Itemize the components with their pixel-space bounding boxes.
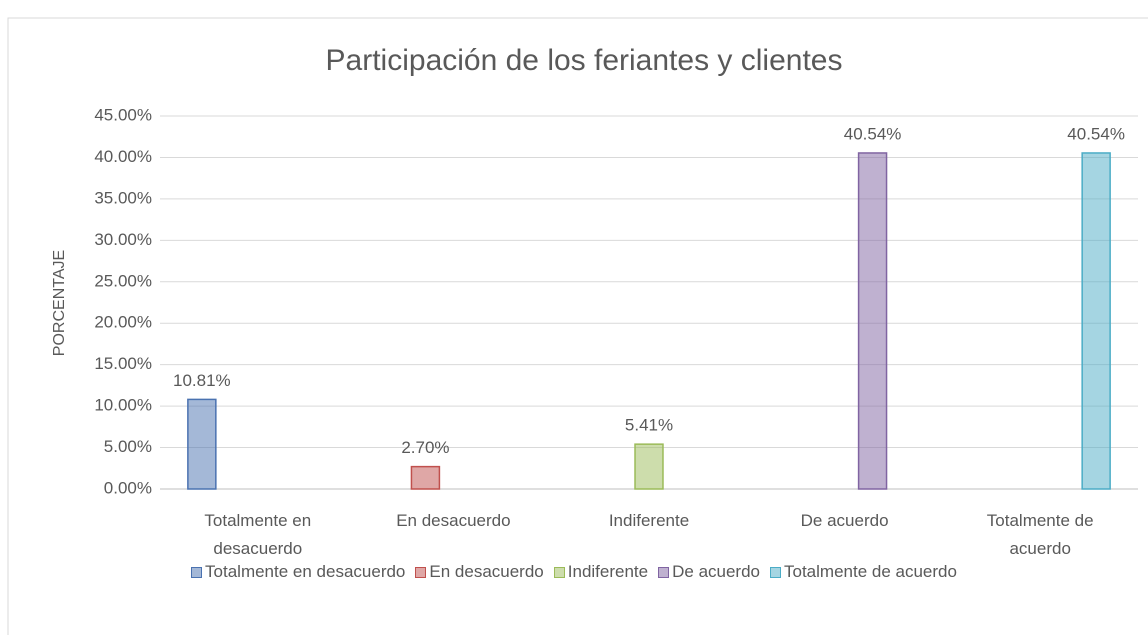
legend-item: De acuerdo — [658, 562, 760, 582]
x-tick-label: Totalmente en desacuerdo — [204, 511, 312, 558]
x-tick-label: Totalmente de acuerdo — [986, 511, 1094, 558]
x-tick-label: De acuerdo — [800, 511, 889, 530]
data-label: 40.54% — [1067, 124, 1125, 143]
legend-item: Totalmente en desacuerdo — [191, 562, 405, 582]
y-tick-label: 25.00% — [94, 271, 152, 290]
legend-swatch — [415, 566, 427, 578]
chart-title: Participación de los feriantes y cliente… — [326, 44, 843, 77]
y-tick-label: 45.00% — [94, 105, 152, 124]
bar — [1081, 152, 1111, 490]
y-tick-label: 0.00% — [104, 478, 152, 497]
legend-item: Indiferente — [553, 562, 649, 582]
legend-label: Indiferente — [567, 562, 649, 581]
y-tick-label: 10.00% — [94, 396, 152, 415]
y-tick-label: 15.00% — [94, 354, 152, 373]
y-axis-title: PORCENTAJE — [51, 250, 68, 356]
bar — [634, 443, 664, 490]
y-tick-label: 20.00% — [94, 313, 152, 332]
y-tick-label: 5.00% — [104, 437, 152, 456]
y-tick-label: 40.00% — [94, 147, 152, 166]
legend-swatch — [770, 566, 781, 578]
y-tick-label: 35.00% — [94, 188, 152, 207]
legend-swatch — [658, 566, 670, 578]
y-tick-label: 30.00% — [94, 230, 152, 249]
legend-label: Totalmente de acuerdo — [784, 562, 957, 581]
x-tick-label: Indiferente — [608, 511, 690, 530]
x-tick-label: En desacuerdo — [396, 511, 511, 530]
data-label: 5.41% — [625, 416, 673, 435]
legend-swatch — [191, 566, 203, 578]
bar — [187, 398, 217, 490]
legend: Totalmente en desacuerdo En desacuerdo Ind… — [0, 562, 1148, 582]
legend-item: En desacuerdo — [415, 562, 544, 582]
chart-border — [7, 17, 1148, 635]
legend-swatch — [553, 566, 565, 578]
legend-label: De acuerdo — [672, 562, 760, 581]
data-label: 10.81% — [173, 371, 231, 390]
legend-label: Totalmente en desacuerdo — [205, 562, 406, 581]
data-label: 40.54% — [844, 124, 902, 143]
legend-label: En desacuerdo — [429, 562, 544, 581]
bar — [410, 465, 441, 490]
data-label: 2.70% — [401, 438, 449, 457]
bar — [857, 152, 888, 490]
legend-item: Totalmente de acuerdo — [770, 562, 957, 582]
